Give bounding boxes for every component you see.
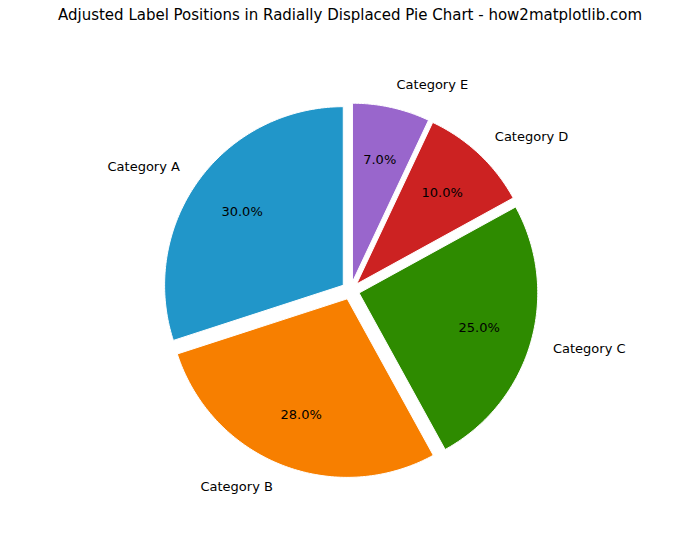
svg-text:Category C: Category C xyxy=(553,341,626,356)
svg-text:28.0%: 28.0% xyxy=(281,407,322,422)
svg-text:Category B: Category B xyxy=(200,479,272,494)
svg-text:Category A: Category A xyxy=(108,159,181,174)
svg-text:10.0%: 10.0% xyxy=(422,185,463,200)
svg-text:Category E: Category E xyxy=(396,77,468,92)
svg-text:Category D: Category D xyxy=(495,129,569,144)
svg-text:25.0%: 25.0% xyxy=(459,320,500,335)
svg-text:7.0%: 7.0% xyxy=(363,152,396,167)
html-text:Adjusted Label Positions in Ra: Adjusted Label Positions in Radially Dis… xyxy=(58,6,642,24)
svg-text:30.0%: 30.0% xyxy=(221,204,262,219)
